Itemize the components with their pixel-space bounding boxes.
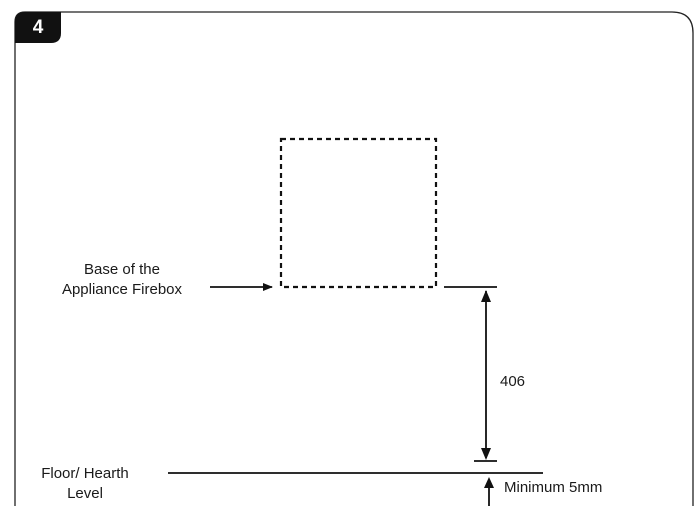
base-label-line-2: Appliance Firebox: [61, 281, 183, 298]
minimum-clearance-label: Minimum 5mm: [504, 479, 603, 496]
floor-label-line-1: Floor/ Hearth: [41, 465, 129, 482]
panel-frame: [14, 11, 694, 506]
dimension-arrow-top: [481, 290, 491, 302]
step-number: 4: [32, 17, 44, 38]
base-label-line-1: Base of the: [84, 261, 160, 278]
dimension-label: 406: [500, 373, 526, 390]
step-badge: [15, 12, 61, 43]
firebox-outline: [279, 137, 438, 289]
base-of-firebox-label: Base of the Appliance Firebox: [36, 260, 208, 300]
floor-label-line-2: Level: [67, 485, 103, 502]
dimension-arrow-bottom: [481, 448, 491, 460]
minimum-arrow-head: [484, 477, 494, 488]
floor-hearth-label: Floor/ Hearth Level: [26, 464, 144, 504]
